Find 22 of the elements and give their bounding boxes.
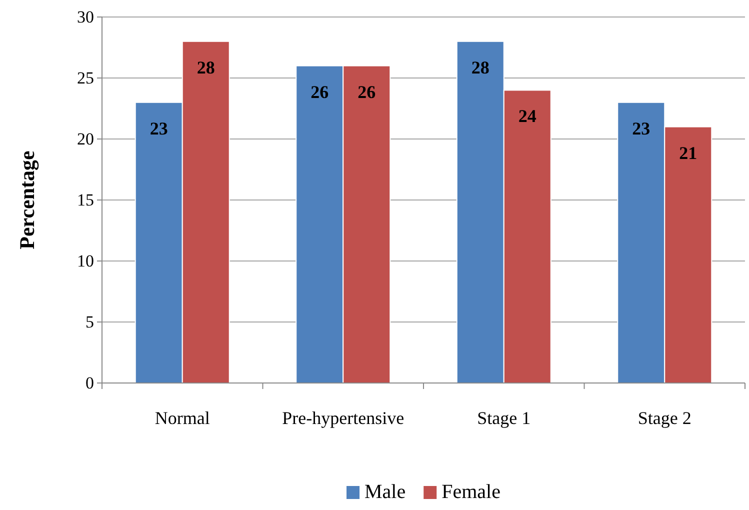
data-label: 26 — [358, 82, 376, 102]
data-label: 23 — [632, 118, 650, 138]
y-tick-label: 10 — [77, 251, 94, 270]
x-tick-label: Stage 1 — [477, 408, 531, 428]
x-tick-label: Stage 2 — [638, 408, 692, 428]
x-tick-label: Pre-hypertensive — [282, 408, 404, 428]
data-label: 23 — [150, 118, 168, 138]
data-label: 26 — [310, 82, 329, 102]
legend-label: Female — [442, 481, 501, 503]
y-tick-label: 15 — [77, 190, 94, 210]
y-tick-label: 25 — [77, 68, 94, 88]
data-label: 21 — [679, 142, 698, 163]
x-tick-label: Normal — [154, 408, 210, 428]
y-tick-label: 20 — [77, 129, 94, 148]
data-label: 28 — [196, 57, 215, 78]
y-tick-label: 30 — [77, 7, 94, 26]
data-label: 24 — [518, 106, 536, 126]
y-tick-label: 5 — [86, 312, 94, 332]
y-axis-title: Percentage — [15, 150, 39, 250]
data-label: 28 — [471, 57, 490, 78]
y-tick-label: 0 — [86, 373, 94, 392]
legend-label: Male — [364, 481, 406, 503]
